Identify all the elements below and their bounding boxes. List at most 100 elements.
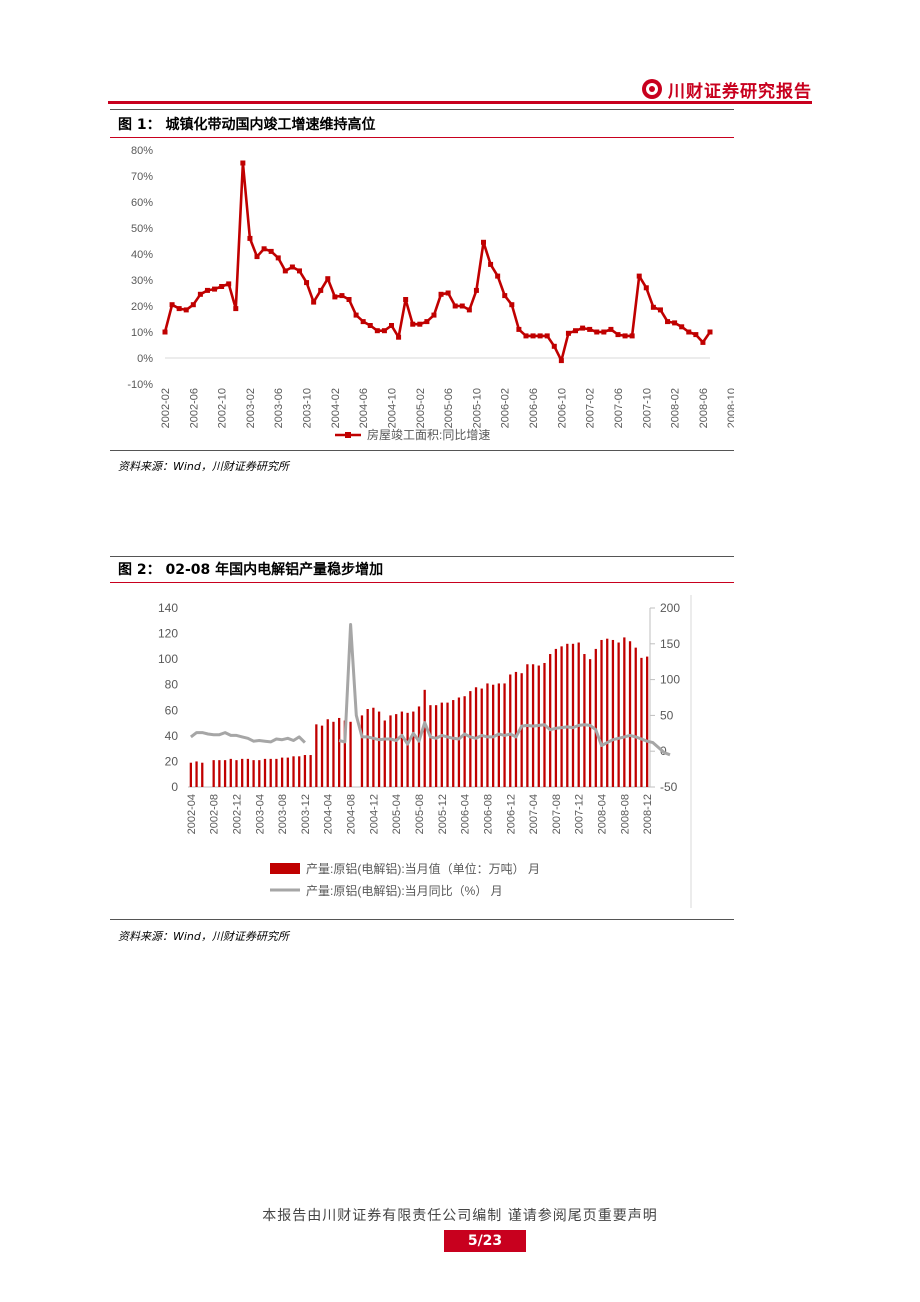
figure1-source: 资料来源：Wind，川财证券研究所 (118, 460, 289, 473)
left-y-tick-label: 120 (158, 627, 178, 641)
data-point-marker (509, 302, 515, 308)
bar (549, 654, 552, 787)
data-point-marker (587, 326, 593, 332)
x-tick-label: 2007-04 (528, 794, 540, 834)
bar (634, 647, 637, 787)
data-point-marker (580, 325, 586, 331)
data-point-marker (516, 326, 522, 332)
series-line (189, 731, 306, 744)
bar (349, 721, 352, 787)
bar (440, 702, 443, 787)
series-line (338, 623, 671, 757)
figure2-title-rule (110, 582, 734, 583)
data-point-marker (523, 333, 529, 339)
bar (212, 760, 215, 787)
figure1-bottom-rule (110, 450, 734, 451)
data-point-marker (700, 339, 706, 345)
bar (258, 760, 261, 787)
brand-header: 川财证券研究报告 (642, 76, 812, 102)
x-tick-label: 2008-12 (642, 794, 654, 834)
data-point-marker (212, 286, 218, 292)
bar (263, 758, 267, 787)
bar (640, 657, 643, 787)
data-point-marker (396, 334, 402, 340)
bar (303, 755, 307, 787)
x-tick-label: 2004-12 (368, 794, 380, 834)
x-tick-label: 2007-10 (641, 388, 653, 428)
bar (429, 705, 432, 787)
data-point-marker (304, 280, 310, 286)
data-point-marker (438, 291, 444, 297)
x-tick-label: 2005-06 (443, 388, 455, 428)
y-tick-label: 10% (131, 327, 153, 339)
bar (588, 659, 592, 787)
bar (309, 755, 312, 787)
data-point-marker (204, 287, 210, 293)
x-tick-label: 2002-10 (217, 388, 229, 428)
bar (617, 642, 620, 787)
x-tick-label: 2002-04 (186, 794, 198, 834)
x-tick-label: 2003-04 (254, 794, 266, 834)
data-point-marker (431, 312, 437, 318)
bar (446, 702, 449, 787)
y-tick-label: 50% (131, 223, 153, 235)
data-point-marker (615, 332, 621, 338)
data-point-marker (594, 329, 600, 335)
right-y-tick-label: 200 (660, 601, 680, 615)
bar (463, 696, 466, 787)
data-point-marker (537, 333, 543, 339)
figure2-source: 资料来源：Wind，川财证券研究所 (118, 930, 289, 943)
x-tick-label: 2008-06 (698, 388, 710, 428)
bar (389, 715, 392, 787)
bar (606, 638, 609, 787)
bar (292, 756, 295, 787)
data-point-marker (657, 307, 663, 313)
bar (646, 656, 649, 787)
page-number: 5/23 (444, 1230, 526, 1252)
left-y-tick-label: 80 (165, 678, 179, 692)
figure1-title-rule (110, 137, 734, 138)
x-tick-label: 2005-12 (437, 794, 449, 834)
bar (366, 709, 369, 787)
data-point-marker (629, 333, 635, 339)
bar (218, 760, 221, 787)
data-point-marker (608, 326, 614, 332)
bar (229, 758, 232, 787)
data-point-marker (488, 261, 494, 267)
data-point-marker (679, 324, 685, 330)
left-y-tick-label: 100 (158, 652, 178, 666)
bar (480, 688, 483, 787)
data-point-marker (169, 302, 175, 308)
bar (583, 654, 586, 787)
bar (554, 648, 558, 787)
x-tick-label: 2002-02 (160, 388, 172, 428)
bar (246, 758, 250, 787)
data-point-marker (707, 329, 713, 335)
bar (223, 760, 227, 787)
bar (377, 711, 381, 787)
legend-marker-swatch (345, 432, 351, 438)
y-tick-label: 40% (131, 249, 153, 261)
legend-line-label: 产量:原铝(电解铝):当月同比（%） 月 (306, 883, 503, 898)
x-tick-label: 2004-04 (323, 794, 335, 834)
figure2-top-rule (110, 556, 734, 557)
data-point-marker (346, 297, 352, 302)
data-point-marker (672, 320, 678, 326)
data-point-marker (197, 291, 203, 297)
data-point-marker (183, 307, 189, 313)
series-line (163, 161, 712, 362)
data-point-marker (176, 306, 182, 312)
data-point-marker (410, 321, 416, 327)
data-point-marker (275, 255, 281, 261)
footer-disclaimer: 本报告由川财证券有限责任公司编制 谨请参阅尾页重要声明 (262, 1208, 658, 1224)
x-tick-label: 2005-10 (471, 388, 483, 428)
left-y-tick-label: 0 (171, 780, 178, 794)
data-point-marker (502, 293, 508, 299)
bar (423, 689, 426, 787)
data-point-marker (381, 328, 387, 334)
data-point-marker (247, 235, 253, 241)
y-tick-label: 0% (137, 353, 153, 365)
bar (275, 758, 278, 787)
x-tick-label: 2003-12 (300, 794, 312, 834)
data-point-marker (481, 239, 487, 245)
